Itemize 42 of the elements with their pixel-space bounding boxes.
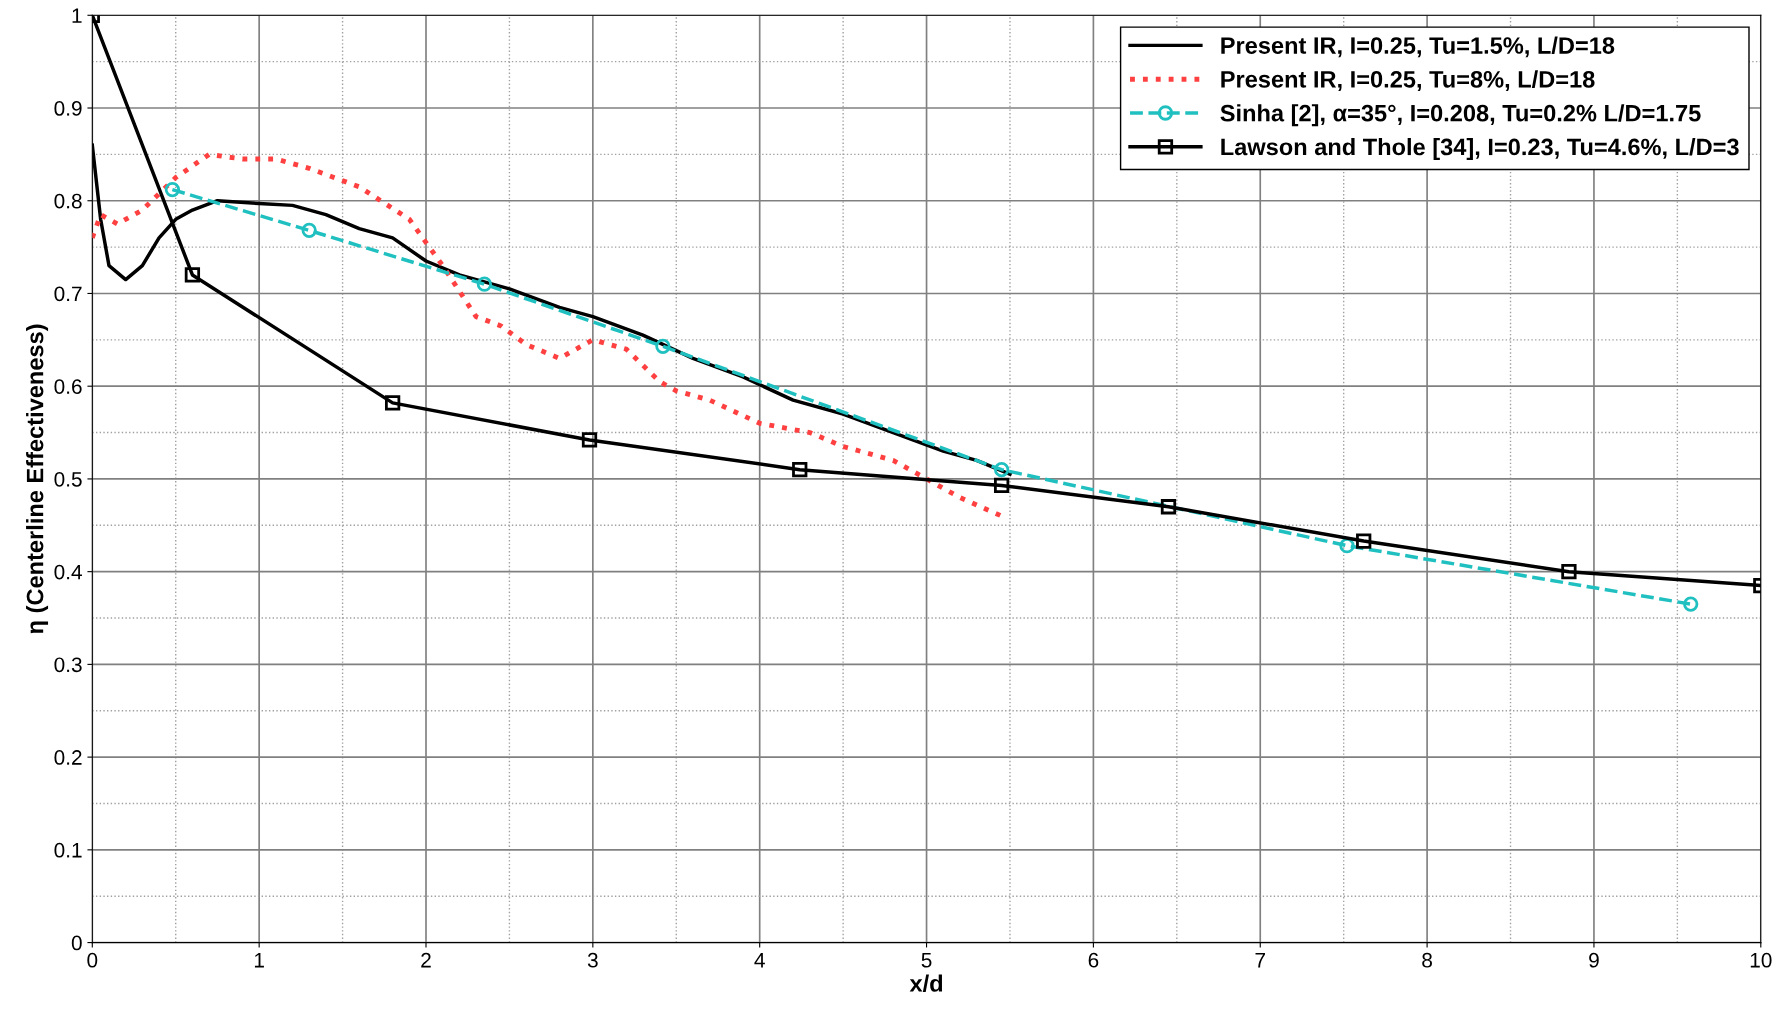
y-tick-label: 0.1 bbox=[54, 842, 82, 858]
point bbox=[164, 181, 181, 198]
y-tick-label: 0.8 bbox=[54, 193, 82, 209]
y-tick-label: 0.6 bbox=[54, 379, 82, 394]
x-tick-label: 2 bbox=[421, 952, 431, 968]
y-axis-title: η (Centerline Effectiveness) bbox=[26, 324, 49, 634]
point bbox=[1160, 499, 1177, 515]
x-tick-label: 7 bbox=[1255, 953, 1265, 968]
x-tick-label: 9 bbox=[1589, 952, 1599, 968]
point bbox=[792, 462, 808, 478]
x-tick-label: 5 bbox=[921, 953, 932, 968]
x-tick-label: 8 bbox=[1422, 952, 1432, 968]
point bbox=[1683, 596, 1699, 612]
point bbox=[993, 462, 1010, 478]
point bbox=[476, 276, 493, 292]
point bbox=[581, 432, 598, 448]
x-tick-label: 1 bbox=[254, 953, 264, 968]
point bbox=[184, 267, 201, 283]
point bbox=[993, 477, 1010, 494]
x-tick-label: 6 bbox=[1088, 952, 1099, 968]
y-tick-label: 0.9 bbox=[54, 101, 82, 116]
y-tick-label: 0.5 bbox=[54, 471, 82, 487]
x-tick-label: 10 bbox=[1750, 952, 1772, 968]
y-tick-label: 0.7 bbox=[54, 286, 82, 302]
legend-label: Present IR, I=0.25, Tu=8%, L/D=18 bbox=[1221, 70, 1595, 92]
y-tick-label: 1 bbox=[72, 8, 82, 23]
point bbox=[1356, 533, 1372, 549]
x-tick-label: 0 bbox=[87, 952, 98, 968]
point bbox=[384, 395, 401, 411]
y-tick-label: 0.2 bbox=[54, 750, 82, 765]
x-tick-label: 3 bbox=[587, 952, 598, 968]
y-tick-label: 0 bbox=[71, 935, 82, 951]
legend-label: Lawson and Thole [34], I=0.23, Tu=4.6%, L/D=3 bbox=[1221, 137, 1739, 160]
point bbox=[301, 222, 317, 239]
legend-label: Present IR, I=0.25, Tu=1.5%, L/D=18 bbox=[1221, 36, 1615, 58]
x-axis-title: x/d bbox=[909, 974, 943, 993]
point bbox=[655, 338, 671, 354]
legend-label: Sinha [2], α=35°, I=0.208, Tu=0.2% L/D=1.75 bbox=[1220, 104, 1701, 127]
x-tick-label: 4 bbox=[754, 953, 765, 968]
y-tick-label: 0.3 bbox=[54, 657, 82, 673]
point bbox=[1561, 564, 1577, 580]
y-tick-label: 0.4 bbox=[54, 564, 82, 580]
